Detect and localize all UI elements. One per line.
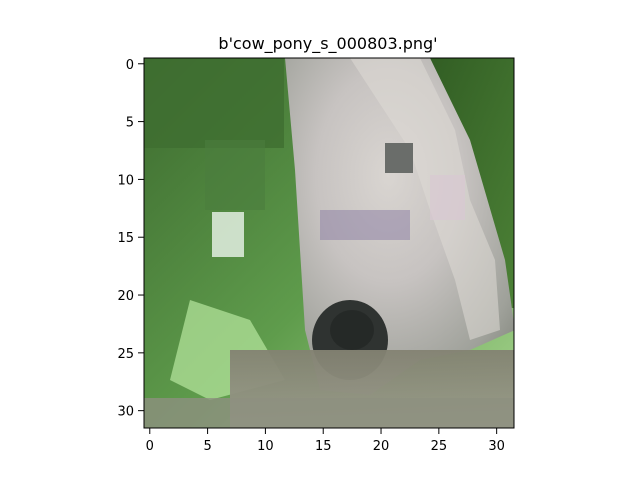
x-tick-label: 0: [146, 439, 154, 454]
y-tick-label: 10: [117, 173, 134, 188]
x-axis: 0 5 10 15 20 25 30: [146, 428, 505, 454]
x-tick-label: 10: [257, 439, 274, 454]
plot-title: b'cow_pony_s_000803.png': [218, 34, 437, 54]
y-tick-label: 15: [117, 231, 134, 246]
y-tick-label: 25: [117, 347, 134, 362]
x-tick-label: 5: [203, 439, 211, 454]
pony-photo: [143, 57, 515, 429]
x-tick-label: 30: [488, 439, 505, 454]
x-tick-label: 25: [431, 439, 448, 454]
y-axis: 0 5 10 15 20 25 30: [117, 58, 144, 420]
y-tick-label: 5: [126, 116, 134, 131]
y-tick-label: 0: [126, 58, 134, 73]
x-tick-label: 15: [315, 439, 332, 454]
y-tick-label: 20: [117, 289, 134, 304]
x-tick-label: 20: [373, 439, 390, 454]
y-tick-label: 30: [117, 405, 134, 420]
